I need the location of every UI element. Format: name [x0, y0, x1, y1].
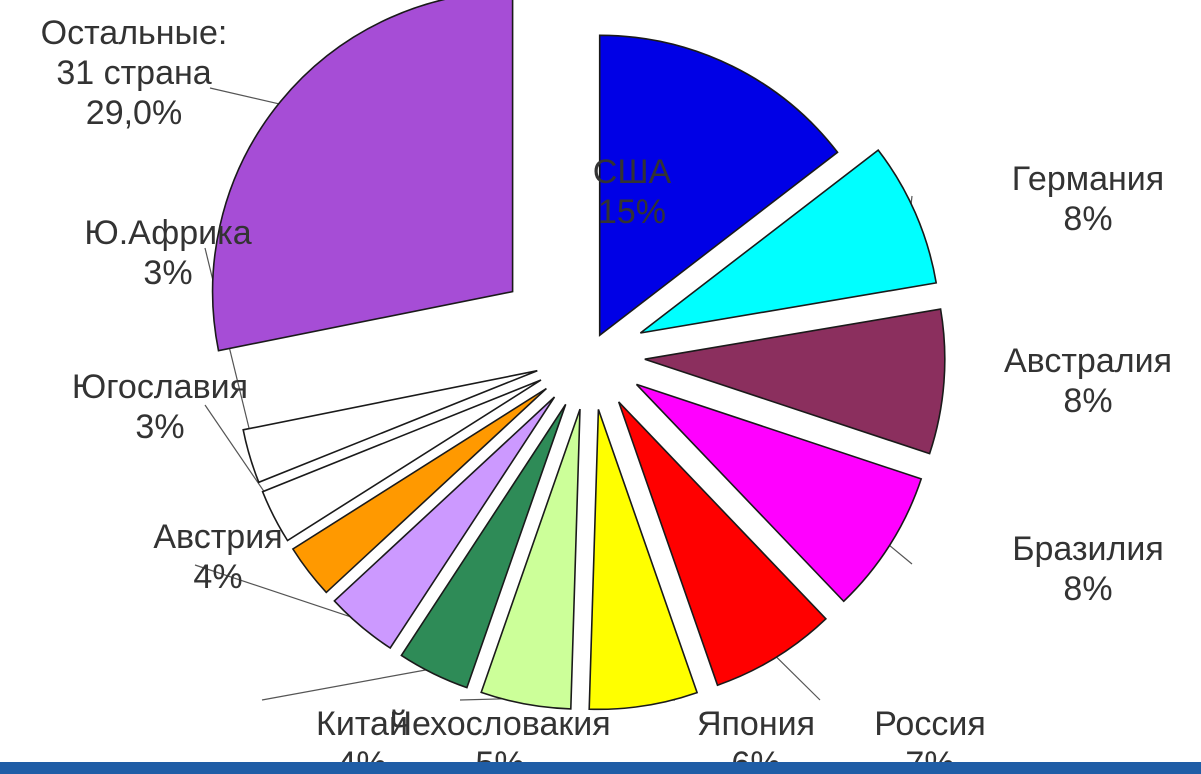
slice-label-line: Бразилия	[1012, 530, 1164, 568]
slice-label: Остальные: 31 страна 29,0%	[41, 14, 228, 132]
slice-labels: США 15%Германия 8%Австралия 8%Бразилия 8%Рос…	[41, 14, 1172, 774]
slice-label: Германия 8%	[1012, 160, 1164, 238]
pie-slice	[261, 379, 542, 542]
slice-label: Югославия 3%	[72, 368, 248, 446]
slice-label-line: Россия	[874, 705, 986, 743]
slice-label-line: 8%	[1063, 570, 1112, 608]
leader-line	[194, 564, 365, 623]
slice-label-line: США	[593, 153, 672, 191]
leader-line	[209, 87, 286, 106]
pie-slice	[333, 396, 556, 650]
pie-slice	[291, 387, 547, 594]
slice-label-line: Ю.Африка	[84, 214, 251, 252]
slice-label: США 15%	[593, 153, 672, 231]
slice-label-line: Югославия	[72, 368, 248, 406]
slice-label-line: 15%	[598, 193, 666, 231]
slice-label-line: 31 страна	[56, 54, 211, 92]
slice-label-line: 4%	[193, 558, 242, 596]
leader-line	[261, 667, 436, 701]
slice-label-line: 3%	[135, 408, 184, 446]
slice-label-line: 8%	[1063, 200, 1112, 238]
pie-slice	[588, 409, 699, 711]
slice-label-line: Остальные:	[41, 14, 228, 52]
slice-label: Австралия 8%	[1004, 342, 1172, 420]
pie-slice	[400, 403, 567, 689]
pie-slice	[644, 308, 946, 455]
pie-slice	[598, 34, 839, 337]
slice-label-line: 8%	[1063, 382, 1112, 420]
slice-label: Бразилия 8%	[1012, 530, 1164, 608]
slice-label: Австрия 4%	[153, 518, 282, 596]
slice-label: Ю.Африка 3%	[84, 214, 251, 292]
slice-label-line: Австрия	[153, 518, 282, 556]
pie-slice	[242, 369, 538, 484]
slice-label-line: Австралия	[1004, 342, 1172, 380]
slice-label-line: Япония	[697, 705, 815, 743]
slice-label-line: Китай	[316, 705, 408, 743]
pie-slice	[617, 401, 828, 687]
bottom-bar	[0, 762, 1201, 774]
pie-slice	[211, 0, 514, 352]
slice-label-line: 29,0%	[86, 94, 182, 132]
pie-slice	[635, 383, 923, 603]
pie-slice	[639, 148, 938, 334]
slice-label-line: Чехословакия	[389, 705, 610, 743]
pie-slice	[480, 408, 581, 710]
pie-slices	[211, 0, 946, 711]
slice-label-line: Германия	[1012, 160, 1164, 198]
leader-line	[771, 652, 821, 701]
slice-label-line: 3%	[143, 254, 192, 292]
